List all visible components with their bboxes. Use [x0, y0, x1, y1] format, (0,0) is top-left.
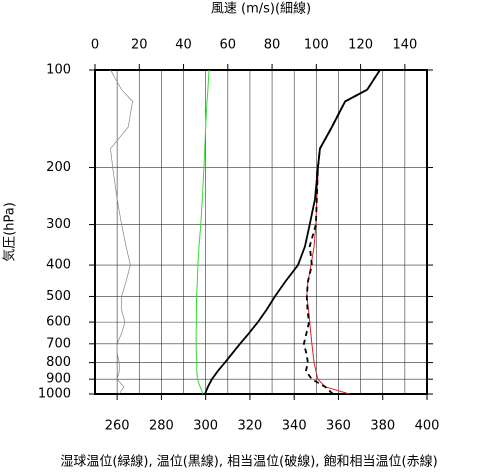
- x-tick-label: 380: [370, 419, 395, 434]
- y-tick-label: 500: [46, 289, 71, 304]
- x2-tick-label: 0: [91, 38, 99, 53]
- x2-tick-label: 80: [264, 38, 281, 53]
- x-tick-label: 280: [149, 419, 174, 434]
- x2-tick-label: 140: [392, 38, 417, 53]
- y-tick-label: 300: [46, 217, 71, 232]
- y-tick-label: 200: [46, 160, 71, 175]
- series-line: [306, 69, 381, 395]
- caption: 湿球温位(緑線), 温位(黒線), 相当温位(破線), 飽和相当温位(赤線): [60, 454, 437, 470]
- series-line: [204, 69, 381, 395]
- x2-tick-label: 120: [348, 38, 373, 53]
- y-tick-label: 900: [46, 372, 71, 387]
- x2-tick-label: 60: [220, 38, 237, 53]
- x-tick-label: 300: [193, 419, 218, 434]
- x-tick-label: 320: [238, 419, 263, 434]
- series-line: [110, 69, 133, 395]
- plot-frame: [94, 69, 428, 395]
- x-tick-label: 260: [105, 419, 130, 434]
- x-tick-label: 340: [282, 419, 307, 434]
- x-tick-label: 360: [326, 419, 351, 434]
- y-axis-label: 気圧(hPa): [2, 202, 18, 262]
- series-line: [195, 69, 210, 395]
- x2-tick-label: 20: [131, 38, 148, 53]
- y-tick-label: 1000: [38, 387, 71, 402]
- x2-axis-label: 風速 (m/s)(細線): [211, 1, 311, 17]
- x2-tick-label: 40: [175, 38, 192, 53]
- x-tick-label: 400: [415, 419, 440, 434]
- y-tick-label: 800: [46, 355, 71, 370]
- y-tick-label: 400: [46, 258, 71, 273]
- y-tick-label: 100: [46, 63, 71, 78]
- y-tick-label: 700: [46, 336, 71, 351]
- x2-tick-label: 100: [304, 38, 329, 53]
- y-tick-label: 600: [46, 315, 71, 330]
